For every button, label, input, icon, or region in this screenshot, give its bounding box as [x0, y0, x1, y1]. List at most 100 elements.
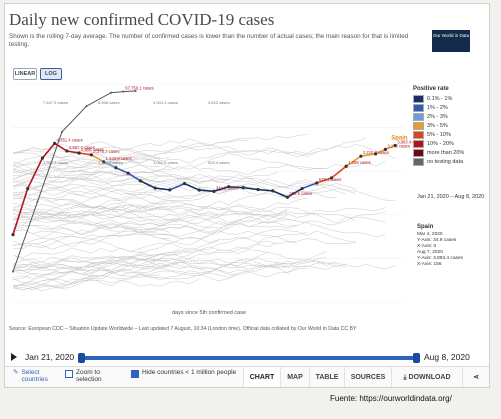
legend-item[interactable]: 1% - 2% [413, 103, 488, 112]
chart-card: Daily new confirmed COVID-19 cases Shown… [4, 3, 490, 388]
background-country-line [12, 257, 327, 275]
background-country-line [12, 147, 317, 164]
series-segment [345, 155, 362, 167]
data-point [182, 181, 187, 186]
timeline-start-handle[interactable] [78, 353, 85, 363]
share-icon: ⋖ [473, 374, 479, 381]
legend-label: more than 20% [427, 149, 465, 156]
legend-swatch [413, 94, 424, 103]
data-point [383, 147, 387, 151]
background-country-line [12, 194, 170, 220]
annotation-label: 3,622 cases [208, 100, 230, 105]
data-point [374, 152, 378, 156]
background-country-line [12, 206, 288, 229]
log-scale-button[interactable]: LOG [40, 68, 62, 80]
hide-small-countries-checkbox[interactable]: Hide countries < 1 million people [131, 369, 241, 378]
series-segment [66, 150, 80, 154]
legend-item[interactable]: more than 20% [413, 148, 488, 157]
spain-tooltip-line: Mar 4, 2020 [417, 232, 443, 237]
legend-swatch [413, 157, 424, 166]
legend-item[interactable]: 10% - 20% [413, 139, 488, 148]
series-segment [228, 185, 244, 189]
data-label: 253.6 cases [289, 191, 312, 196]
timeline[interactable]: Jan 21, 2020 Aug 8, 2020 [5, 350, 489, 364]
spain-tooltip-line: X-Axis: 0 [417, 244, 437, 249]
legend-item[interactable]: 2% - 3% [413, 112, 488, 121]
data-point [138, 179, 142, 183]
data-point [11, 270, 15, 273]
legend-swatch [413, 121, 424, 130]
data-label: 2,378.7 cases [93, 149, 119, 154]
series-segment [91, 154, 105, 163]
linear-scale-button[interactable]: LINEAR [13, 68, 37, 80]
background-country-line [12, 172, 347, 195]
background-country-line [12, 211, 180, 224]
data-point [329, 176, 334, 180]
data-point [36, 200, 39, 203]
share-button[interactable]: ⋖ [462, 367, 489, 387]
annotation-label: 4,004.1 cases [153, 100, 178, 105]
play-icon[interactable] [11, 353, 17, 361]
legend-item[interactable]: 5% - 10% [413, 130, 488, 139]
legend-range-end: Aug 8, 2020 [454, 194, 485, 200]
tab-table[interactable]: TABLE [309, 367, 344, 387]
hide-small-label: Hide countries < 1 million people [142, 369, 237, 376]
legend-label: 10% - 20% [427, 140, 454, 147]
zoom-to-selection-checkbox[interactable]: Zoom to selection [65, 369, 125, 383]
data-point [65, 149, 69, 153]
data-point [344, 164, 348, 168]
download-icon: ⤓ [403, 374, 407, 381]
tab-download[interactable]: ⤓ DOWNLOAD [391, 367, 462, 387]
data-point [197, 188, 201, 192]
tab-chart[interactable]: CHART [243, 367, 280, 387]
background-country-line [12, 155, 161, 176]
background-country-line [12, 233, 170, 250]
data-point [102, 160, 106, 164]
background-country-line [12, 154, 170, 177]
series-segment [301, 182, 318, 190]
spain-tooltip-title: Spain [417, 224, 434, 230]
background-country-line [12, 153, 386, 197]
background-country-line [12, 173, 337, 193]
tab-sources[interactable]: SOURCES [344, 367, 391, 387]
background-country-line [12, 182, 357, 215]
data-label: 1,643.9 cases [106, 156, 132, 161]
background-country-line [12, 240, 219, 263]
series-segment [360, 153, 376, 157]
data-label: 528.4 cases [319, 177, 342, 182]
legend-label: 2% - 3% [427, 113, 448, 120]
data-label: 344.9 cases [216, 185, 239, 190]
series-segment [272, 190, 288, 198]
chart-subtitle: Shown is the rolling 7-day average. The … [9, 33, 409, 48]
background-country-line [12, 224, 229, 246]
legend-label: no testing data [427, 158, 464, 165]
tab-map[interactable]: MAP [280, 367, 309, 387]
background-country-line [12, 241, 278, 271]
timeline-slider[interactable] [78, 353, 420, 363]
data-point [241, 186, 245, 190]
data-point [11, 233, 15, 237]
data-point [89, 153, 93, 157]
background-country-line [12, 184, 308, 214]
select-countries-button[interactable]: ✎ Select countries [13, 369, 53, 383]
data-point [168, 188, 172, 192]
data-point [26, 186, 30, 191]
background-country-line [12, 134, 308, 156]
legend-item[interactable]: no testing data [413, 157, 488, 166]
background-country-line [12, 253, 347, 272]
series-segment [12, 188, 29, 235]
legend-item[interactable]: 0.1% - 1% [413, 94, 488, 103]
series-segment [184, 182, 200, 191]
background-country-line [12, 250, 180, 278]
timeline-end-handle[interactable] [413, 353, 420, 363]
data-label: 4,351.4 cases [57, 137, 83, 142]
background-country-line [12, 186, 396, 202]
data-point [134, 89, 137, 93]
zoom-label: Zoom to selection [76, 369, 102, 383]
legend-range-start: Jan 21, 2020 [417, 194, 449, 200]
series-segment [316, 177, 332, 184]
legend-item[interactable]: 3% - 5% [413, 121, 488, 130]
chart-title: Daily new confirmed COVID-19 cases [9, 10, 275, 29]
data-point [271, 189, 275, 193]
